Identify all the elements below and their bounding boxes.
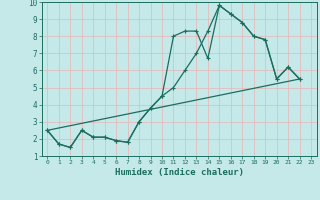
X-axis label: Humidex (Indice chaleur): Humidex (Indice chaleur) (115, 168, 244, 177)
